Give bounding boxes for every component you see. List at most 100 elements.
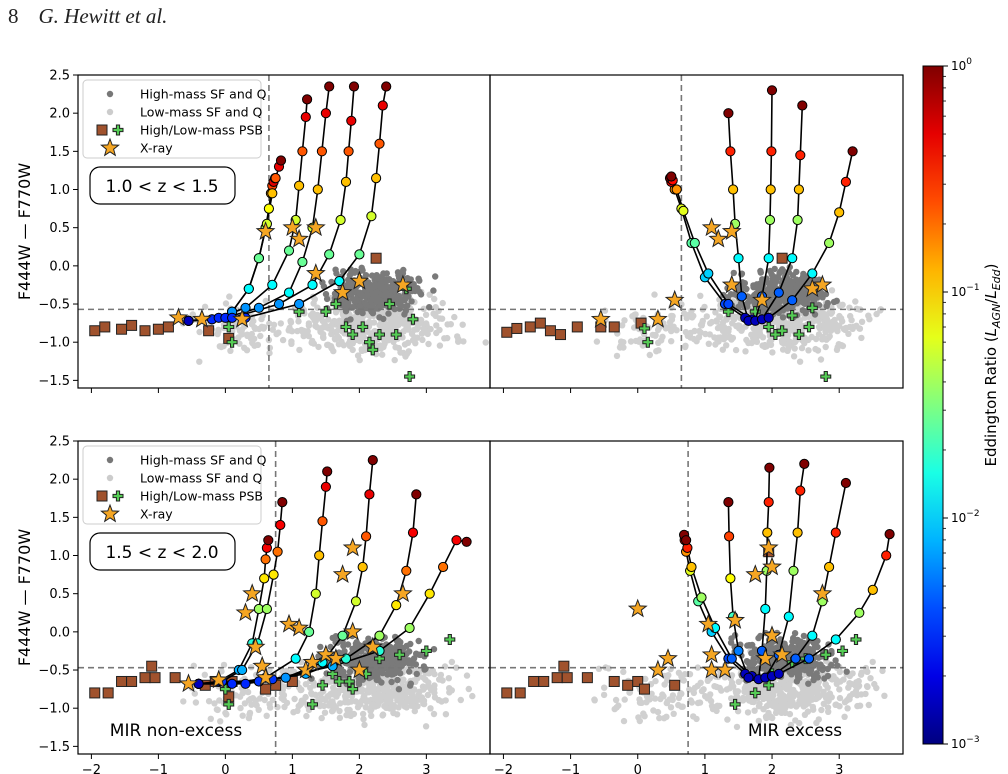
galaxy-point [768,336,775,344]
galaxy-point [196,328,203,336]
track-point [346,115,357,126]
galaxy-point [409,336,417,344]
galaxy-point [627,338,635,345]
galaxy-point [712,309,719,316]
galaxy-point [372,703,379,710]
corner-label: MIR excess [748,721,842,741]
track-point [263,203,274,214]
galaxy-point [352,698,359,705]
galaxy-point [328,690,336,698]
track-point [377,100,388,111]
xray-marker [393,274,413,294]
galaxy-point [394,697,401,704]
galaxy-point [593,338,601,345]
galaxy-point [332,318,339,325]
galaxy-point [427,705,434,712]
legend-marker-xray [100,137,120,157]
galaxy-point [769,349,776,356]
galaxy-point [824,704,832,711]
galaxy-point [702,330,709,338]
y-tick-label: 1.0 [49,183,70,198]
track-point [666,171,677,182]
galaxy-point [881,692,888,699]
galaxy-point [273,330,280,338]
page-number: 8 [8,4,19,28]
galaxy-point [279,336,287,344]
legend: High-mass SF and Q Low-mass SF and Q High/… [82,445,267,525]
galaxy-point [411,326,418,334]
galaxy-point [249,695,257,702]
galaxy-point [205,698,213,705]
galaxy-point [266,349,273,357]
x-tick-label: −2 [494,763,513,774]
track-point [726,653,737,664]
psb-low-mass-marker [420,645,432,657]
galaxy-point [620,668,627,676]
xray-marker [192,308,212,328]
galaxy-point [395,686,403,693]
colorbar-label: Eddington Ratio (LAGN/LEdd) [982,263,1003,466]
galaxy-point [323,295,331,303]
track-point [312,184,323,195]
galaxy-point [211,700,218,707]
xray-marker [332,564,353,584]
galaxy-point [730,269,737,277]
galaxy-point [751,659,758,666]
psb-high-mass-marker [139,325,151,337]
galaxy-point [239,712,246,719]
galaxy-point [728,681,736,689]
track-point [830,634,841,645]
galaxy-point [373,272,380,279]
track-point [854,607,865,618]
galaxy-point [411,686,418,693]
galaxy-point [673,327,680,334]
psb-high-mass-marker [139,672,151,684]
galaxy-point [591,696,598,703]
galaxy-point [745,685,753,692]
psb-low-mass-marker [373,329,385,341]
y-tick-label: −1.0 [38,336,70,351]
galaxy-point [655,347,662,354]
galaxy-point [640,710,647,717]
track-point [367,455,378,466]
galaxy-point [251,335,258,342]
galaxy-point [727,291,735,298]
galaxy-point [723,686,731,693]
galaxy-point [601,684,608,691]
galaxy-point [788,671,795,678]
galaxy-point [367,285,374,293]
galaxy-point [395,637,402,644]
colorbar-label-part: ) [982,263,1000,269]
galaxy-point [618,338,625,345]
galaxy-point [192,699,200,706]
galaxy-point [407,682,414,689]
galaxy-point [830,298,838,306]
track-point [792,214,803,226]
track-point [834,207,845,218]
galaxy-point [201,303,209,310]
galaxy-point [793,268,800,276]
track-point [763,312,774,323]
galaxy-point [718,687,725,694]
galaxy-point [361,721,368,729]
galaxy-point [735,325,743,332]
galaxy-point [866,316,873,323]
galaxy-point [400,692,408,700]
psb-low-mass-marker [367,344,379,356]
track-point [411,489,422,500]
psb-high-mass-marker [370,252,382,264]
galaxy-point [427,669,434,676]
track-point [227,678,238,689]
xray-marker [342,537,363,557]
galaxy-point [658,337,665,344]
xray-marker [235,602,256,622]
y-tick-label: 2.0 [49,107,70,122]
legend-label: High/Low-mass PSB [140,489,263,504]
track-point [300,111,311,123]
galaxy-point [856,702,864,709]
galaxy-point [717,334,724,341]
galaxy-point [843,668,850,675]
galaxy-point [436,326,443,334]
galaxy-point [307,684,314,692]
xray-marker [245,636,266,656]
